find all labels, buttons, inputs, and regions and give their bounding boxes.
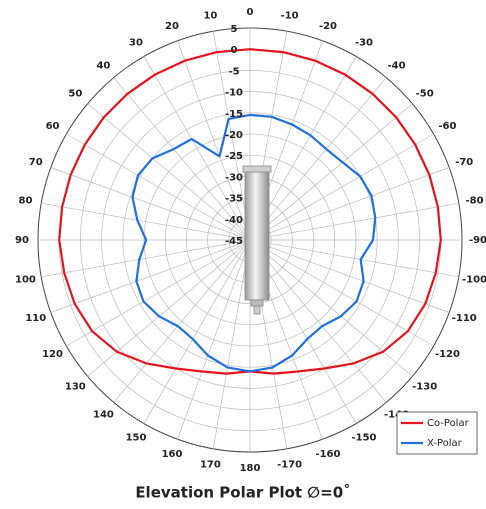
- theta-tick-label: -80: [465, 195, 483, 206]
- theta-tick-label: 70: [29, 157, 43, 168]
- theta-tick-label: -90: [469, 235, 486, 246]
- angular-grid-line: [50, 167, 251, 241]
- theta-tick-label: -60: [438, 121, 456, 132]
- angular-grid-line: [249, 239, 459, 278]
- angular-grid-line: [249, 239, 450, 313]
- antenna-connector: [253, 305, 261, 315]
- legend-label: X-Polar: [427, 438, 463, 449]
- chart-title: Elevation Polar Plot ∅=0˚: [135, 484, 350, 502]
- theta-tick-label: 10: [203, 10, 217, 21]
- angular-grid-line: [249, 239, 387, 403]
- theta-tick-label: 150: [126, 432, 147, 443]
- theta-tick-label: -150: [351, 432, 376, 443]
- theta-tick-label: -20: [319, 21, 337, 32]
- r-tick-label: -5: [228, 66, 239, 77]
- antenna-body: [244, 169, 270, 301]
- r-tick-label: -15: [225, 109, 243, 120]
- r-tick-label: 5: [231, 24, 238, 35]
- theta-tick-label: 20: [165, 21, 179, 32]
- r-tick-label: -35: [225, 194, 243, 205]
- legend-box: [396, 411, 478, 455]
- series-lines: [58, 48, 442, 375]
- angular-grid-line: [249, 239, 413, 377]
- theta-tick-label: 100: [15, 275, 36, 286]
- angular-grid-line: [113, 239, 251, 403]
- legend: Co-Polar X-Polar: [396, 411, 478, 455]
- theta-tick-label: 30: [129, 38, 143, 49]
- angular-grid-line: [212, 239, 251, 449]
- angular-grid-line: [249, 103, 413, 241]
- theta-tick-label: 110: [25, 313, 46, 324]
- theta-tick-label: -140: [384, 410, 409, 421]
- theta-tick-label: 50: [68, 88, 82, 99]
- theta-tick-label: 120: [42, 349, 63, 360]
- series-line: [131, 113, 377, 373]
- theta-tick-label: -130: [412, 382, 437, 393]
- angular-grid-line: [249, 133, 434, 241]
- theta-tick-label: 160: [162, 449, 183, 460]
- labels: 50-5-10-15-20-25-30-35-40-45010203040506…: [15, 7, 486, 474]
- theta-tick-label: -110: [452, 313, 477, 324]
- angular-grid-line: [249, 77, 387, 241]
- theta-tick-label: -50: [416, 88, 434, 99]
- theta-tick-label: -10: [281, 10, 299, 21]
- antenna-illustration: [242, 165, 272, 315]
- theta-tick-label: -40: [388, 60, 406, 71]
- r-tick-label: -45: [225, 236, 243, 247]
- theta-tick-label: -70: [455, 157, 473, 168]
- theta-tick-label: -120: [435, 349, 460, 360]
- theta-tick-label: 0: [247, 7, 254, 18]
- r-tick-label: -10: [225, 88, 243, 99]
- r-tick-label: -25: [225, 151, 243, 162]
- theta-tick-label: -160: [315, 449, 340, 460]
- angular-grid-line: [66, 133, 251, 241]
- theta-tick-label: 80: [19, 195, 33, 206]
- polar-grid: [37, 27, 463, 453]
- angular-grid-line: [87, 103, 251, 241]
- angular-grid-line: [249, 167, 450, 241]
- r-tick-label: 0: [231, 45, 238, 56]
- theta-tick-label: 130: [65, 382, 86, 393]
- angular-grid-line: [212, 31, 251, 241]
- angular-grid-line: [41, 239, 251, 278]
- theta-tick-label: 140: [93, 410, 114, 421]
- r-tick-label: -30: [225, 172, 243, 183]
- angular-grid-line: [177, 40, 251, 241]
- angular-grid-line: [177, 239, 251, 440]
- angular-grid-line: [113, 77, 251, 241]
- r-tick-label: -40: [225, 215, 243, 226]
- theta-tick-label: 180: [240, 463, 261, 474]
- theta-tick-label: -30: [355, 38, 373, 49]
- theta-tick-label: 170: [200, 460, 221, 471]
- angular-grid-line: [143, 56, 251, 241]
- legend-label: Co-Polar: [427, 418, 470, 429]
- theta-tick-label: -170: [277, 460, 302, 471]
- antenna-base: [250, 299, 264, 307]
- angular-grid-line: [50, 239, 251, 313]
- theta-tick-label: 90: [15, 235, 29, 246]
- angular-grid-line: [87, 239, 251, 377]
- r-tick-label: -20: [225, 130, 243, 141]
- theta-tick-label: 40: [96, 60, 110, 71]
- angular-grid-line: [41, 202, 251, 241]
- series-line: [58, 48, 442, 375]
- angular-grid-line: [66, 239, 251, 347]
- angular-grid-line: [249, 239, 434, 347]
- theta-tick-label: -100: [462, 275, 486, 286]
- angular-grid-line: [249, 202, 459, 241]
- antenna-cap: [242, 165, 272, 173]
- theta-tick-label: 60: [46, 121, 60, 132]
- angular-grid-line: [143, 239, 251, 424]
